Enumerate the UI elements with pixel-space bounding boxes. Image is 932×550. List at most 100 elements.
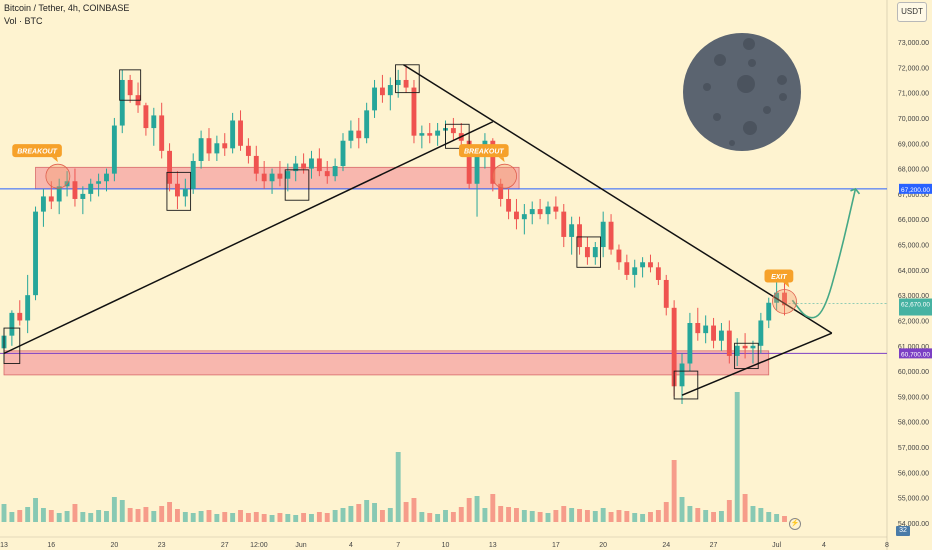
key-price-tag bbox=[899, 183, 932, 194]
candle-body bbox=[663, 279, 669, 308]
volume-bar bbox=[159, 506, 165, 522]
candle-body bbox=[427, 133, 433, 136]
price-tick-label: 59,000.00 bbox=[898, 394, 929, 401]
volume-bar bbox=[640, 514, 646, 522]
candle-body bbox=[277, 173, 283, 179]
candle-body bbox=[545, 206, 551, 215]
volume-bar bbox=[395, 452, 401, 522]
current-price-label: 62,670.00 bbox=[901, 302, 930, 309]
price-tick-label: 73,000.00 bbox=[898, 40, 929, 47]
candle-body bbox=[309, 158, 314, 169]
candle-body bbox=[750, 345, 756, 349]
candle-body bbox=[718, 330, 724, 341]
time-tick-label: 20 bbox=[110, 542, 118, 549]
volume-bar bbox=[648, 512, 653, 522]
moon-crater bbox=[748, 59, 756, 67]
volume-bar bbox=[671, 460, 677, 522]
candle-body bbox=[592, 247, 598, 258]
trend-line bbox=[3, 121, 494, 355]
volume-legend[interactable]: Vol · BTC bbox=[4, 16, 43, 26]
current-price-tag bbox=[899, 298, 932, 316]
pattern-box bbox=[166, 171, 192, 211]
candle-body bbox=[159, 115, 165, 151]
lightning-icon[interactable]: ⚡ bbox=[789, 518, 801, 530]
candle-body bbox=[104, 173, 109, 182]
volume-bar bbox=[324, 513, 330, 522]
volume-bar bbox=[427, 513, 433, 522]
time-tick-label: 23 bbox=[158, 542, 166, 549]
candle-body bbox=[222, 143, 228, 149]
volume-bar bbox=[553, 510, 559, 522]
volume-bar bbox=[435, 514, 441, 522]
volume-bar bbox=[348, 506, 354, 522]
price-tick-label: 63,000.00 bbox=[898, 293, 929, 300]
volume-bar bbox=[88, 513, 94, 522]
candle-body bbox=[206, 138, 212, 154]
candle-body bbox=[734, 345, 740, 356]
moon-crater bbox=[713, 113, 721, 121]
candle-body bbox=[395, 79, 401, 86]
candle-body bbox=[521, 214, 527, 220]
price-tick-label: 60,000.00 bbox=[898, 369, 929, 376]
volume-bar bbox=[506, 507, 512, 522]
candle-body bbox=[175, 183, 180, 197]
volume-bar bbox=[285, 514, 291, 522]
volume-bar bbox=[782, 516, 787, 522]
volume-bar bbox=[364, 500, 370, 522]
volume-bar bbox=[301, 513, 307, 522]
candle-body bbox=[40, 196, 46, 212]
volume-bar bbox=[96, 510, 102, 522]
candle-body bbox=[356, 130, 362, 139]
volume-bar bbox=[584, 510, 590, 522]
candle-body bbox=[671, 307, 677, 387]
volume-bar bbox=[726, 500, 732, 522]
candle-body bbox=[450, 128, 456, 134]
volume-bar bbox=[766, 512, 772, 522]
volume-bar bbox=[9, 512, 15, 522]
breakout-circle bbox=[492, 163, 518, 189]
volume-bar bbox=[632, 513, 638, 522]
annotation-label: BREAKOUT bbox=[17, 149, 57, 156]
moon-crater bbox=[777, 75, 787, 85]
candle-body bbox=[269, 173, 275, 182]
volume-bar bbox=[167, 502, 173, 522]
volume-bar bbox=[387, 508, 393, 522]
tradingview-badge[interactable]: 32 bbox=[896, 526, 910, 536]
pattern-box bbox=[284, 169, 310, 201]
candle-body bbox=[403, 79, 409, 88]
candle-body bbox=[96, 181, 102, 184]
candle-body bbox=[553, 206, 559, 212]
volume-bar bbox=[687, 506, 693, 522]
currency-unit-button[interactable]: USDT bbox=[897, 2, 927, 22]
volume-bar bbox=[104, 511, 109, 522]
volume-bar bbox=[466, 498, 472, 522]
time-tick-label: 4 bbox=[822, 542, 826, 549]
candle-body bbox=[687, 323, 693, 364]
volume-bar bbox=[253, 512, 259, 522]
volume-bar bbox=[17, 510, 23, 522]
time-tick-label: 12:00 bbox=[250, 542, 268, 549]
candle-body bbox=[679, 363, 685, 387]
symbol-title[interactable]: Bitcoin / Tether, 4h, COINBASE bbox=[4, 3, 130, 13]
volume-bar bbox=[261, 514, 267, 522]
volume-bar bbox=[616, 510, 622, 522]
candle-body bbox=[561, 211, 567, 237]
candle-body bbox=[9, 312, 15, 336]
breakout-circle bbox=[772, 289, 797, 314]
projection-arrowhead bbox=[850, 187, 861, 195]
candle-body bbox=[655, 267, 661, 280]
volume-bar bbox=[703, 510, 709, 522]
volume-bar bbox=[537, 512, 543, 522]
volume-bar bbox=[277, 513, 283, 522]
candle-body bbox=[632, 267, 638, 275]
candle-body bbox=[151, 115, 157, 129]
price-tick-label: 70,000.00 bbox=[898, 116, 929, 123]
volume-bar bbox=[711, 512, 716, 522]
projection-arrow bbox=[791, 188, 857, 319]
moon-crater bbox=[743, 121, 757, 135]
key-price-tag bbox=[899, 348, 932, 359]
volume-bar bbox=[608, 512, 614, 522]
time-tick-label: 17 bbox=[552, 542, 560, 549]
candle-body bbox=[261, 173, 267, 182]
